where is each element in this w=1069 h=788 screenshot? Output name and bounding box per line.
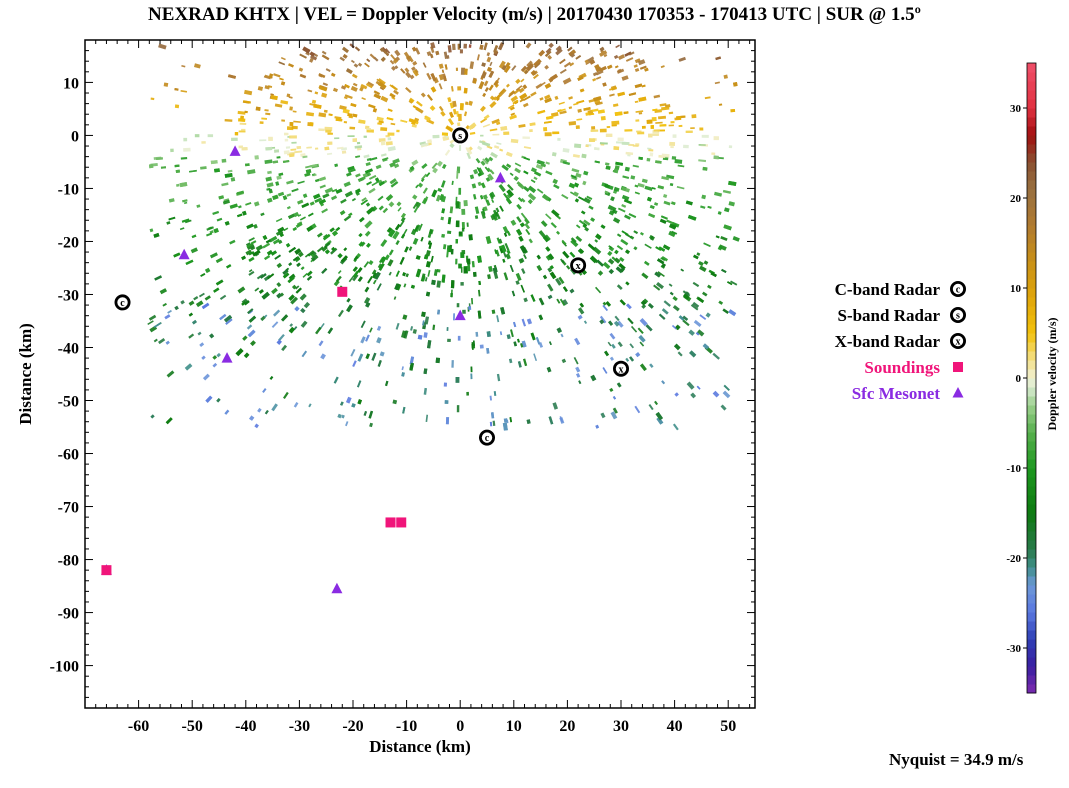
legend-label: Soundings [864, 358, 940, 377]
x-tick-label: 20 [559, 718, 575, 735]
x-tick-label: -60 [128, 718, 149, 735]
x-tick-label: -10 [396, 718, 417, 735]
svg-text:x: x [576, 261, 581, 272]
y-tick-label: 10 [63, 75, 79, 92]
s-band-radar-point: s [452, 127, 469, 144]
c-band-radar-point: c [479, 429, 495, 446]
x-tick-label: -50 [182, 718, 203, 735]
legend-label: X-band Radar [835, 332, 941, 351]
x-tick-label: 30 [613, 718, 629, 735]
colorbar-tick-label: 10 [1010, 283, 1022, 295]
x-band-radar-point: x [613, 360, 629, 377]
x-band-radar-point: x [570, 257, 587, 274]
legend-label: Sfc Mesonet [852, 384, 941, 403]
soundings-point [385, 517, 396, 528]
y-tick-label: 0 [71, 128, 79, 145]
legend-marker [952, 387, 964, 398]
colorbar-tick-label: 30 [1010, 103, 1022, 115]
soundings-point [396, 517, 407, 528]
nyquist-annotation: Nyquist = 34.9 m/s [889, 750, 1024, 769]
sfc-mesonet-point [221, 352, 233, 363]
x-tick-label: 50 [720, 718, 736, 735]
colorbar-tick-label: -20 [1006, 553, 1021, 565]
x-tick-label: 0 [456, 718, 464, 735]
colorbar: 30 20 10 0 -10 -20 -30 [1006, 62, 1037, 694]
svg-text:x: x [956, 337, 961, 348]
chart-title: NEXRAD KHTX | VEL = Doppler Velocity (m/… [148, 4, 921, 25]
svg-text:c: c [956, 285, 961, 296]
svg-text:x: x [619, 364, 624, 375]
legend-label: C-band Radar [835, 280, 941, 299]
plot-frame [84, 39, 756, 709]
sfc-mesonet-point [178, 248, 190, 260]
x-tick-label: -30 [289, 718, 310, 735]
svg-text:s: s [458, 131, 462, 142]
soundings-point [101, 565, 112, 576]
sfc-mesonet-point [454, 309, 466, 321]
colorbar-tick-label: 20 [1010, 193, 1022, 205]
legend: C-band Radar c S-band Radar s X-band Radar x S… [835, 280, 966, 403]
y-tick-label: -40 [58, 340, 79, 357]
sfc-mesonet-point [494, 171, 506, 183]
y-tick-label: -70 [58, 500, 79, 517]
y-tick-label: -90 [58, 606, 79, 623]
x-tick-label: -40 [235, 718, 256, 735]
colorbar-tick-label: -30 [1006, 643, 1021, 655]
legend-marker [953, 362, 963, 372]
x-axis-label: Distance (km) [369, 737, 471, 756]
axis-ticks: -60 -50 -40 -30 -20 -10 0 10 20 30 40 50100-10-20-3… [50, 39, 755, 735]
y-tick-label: -10 [58, 181, 79, 198]
y-tick-label: -100 [50, 659, 79, 676]
velocity-field [147, 42, 740, 431]
soundings-point [337, 286, 348, 297]
x-tick-label: 10 [506, 718, 522, 735]
x-tick-label: -20 [342, 718, 363, 735]
colorbar-tick-label: -10 [1006, 463, 1021, 475]
svg-text:s: s [956, 311, 960, 322]
y-tick-label: -30 [58, 287, 79, 304]
colorbar-tick-label: 0 [1016, 373, 1022, 385]
legend-marker: s [950, 307, 966, 323]
svg-text:c: c [485, 433, 490, 444]
sfc-mesonet-point [229, 145, 241, 156]
legend-label: S-band Radar [837, 306, 940, 325]
c-band-radar-point: c [114, 294, 131, 311]
y-tick-label: -60 [58, 447, 79, 464]
y-axis-label: Distance (km) [16, 323, 35, 425]
colorbar-label: Doppler velocity (m/s) [1045, 317, 1059, 430]
y-tick-label: -20 [58, 234, 79, 251]
y-tick-label: -80 [58, 553, 79, 570]
x-tick-label: 40 [667, 718, 683, 735]
y-tick-label: -50 [58, 394, 79, 411]
marker-layer: c c s x x [100, 127, 629, 594]
sfc-mesonet-point [331, 582, 343, 594]
svg-text:c: c [120, 298, 125, 309]
legend-marker: c [950, 281, 966, 297]
legend-marker: x [950, 333, 966, 349]
